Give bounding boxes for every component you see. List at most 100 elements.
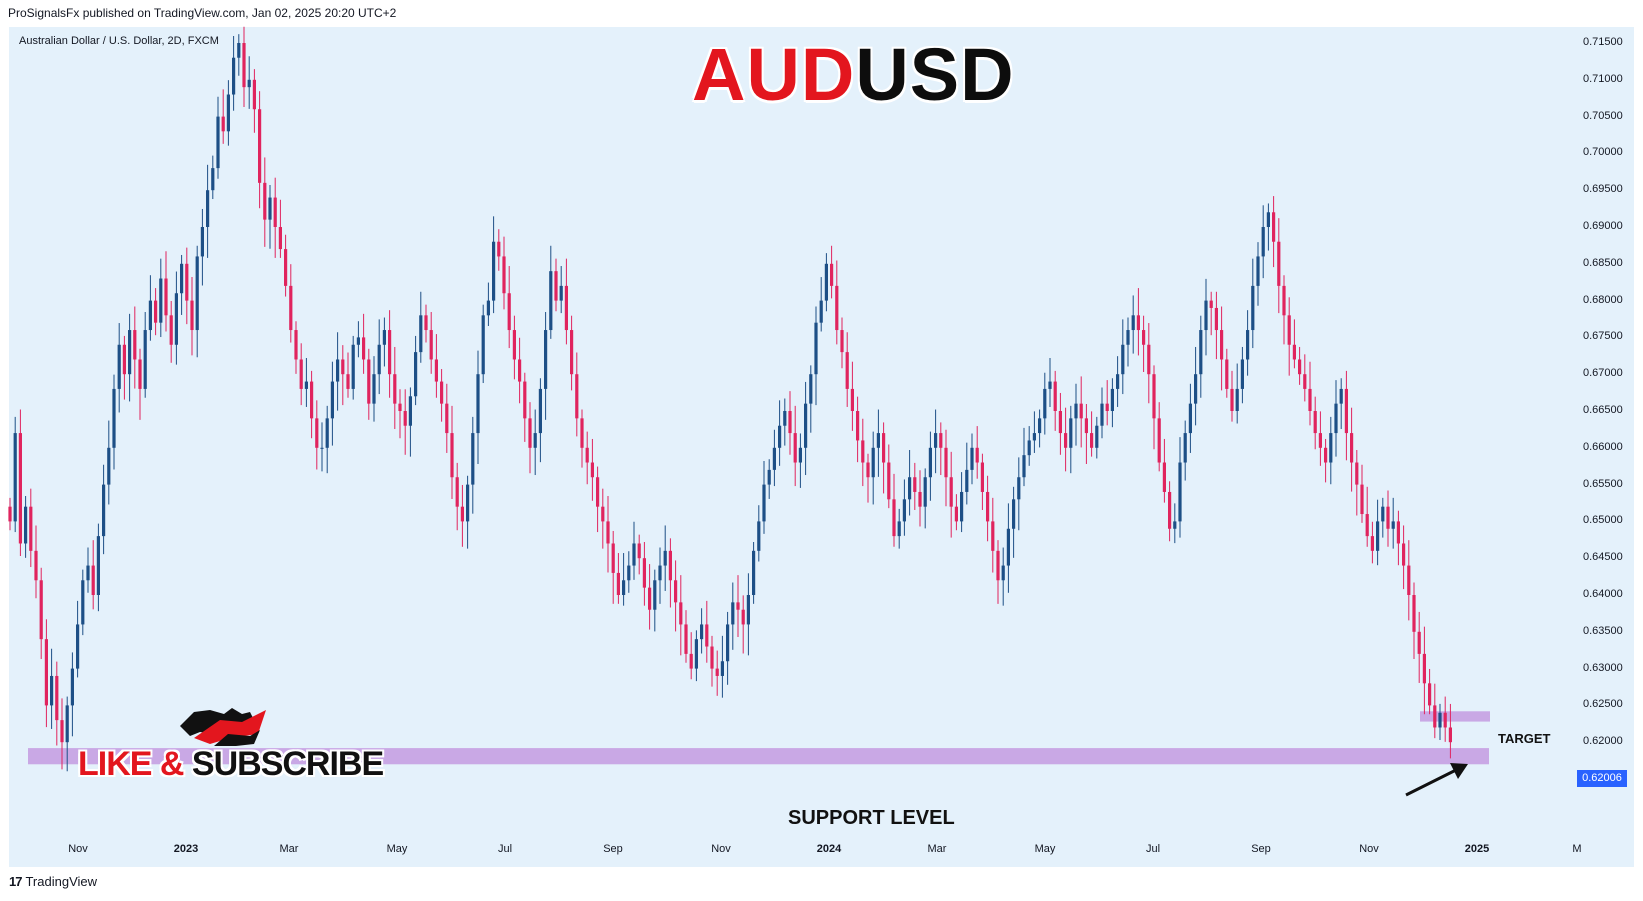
support-level-label: SUPPORT LEVEL bbox=[788, 807, 955, 829]
candle-body bbox=[720, 661, 724, 676]
title-black-part: USD bbox=[855, 33, 1015, 116]
candle-body bbox=[804, 403, 808, 448]
time-tick-label: Sep bbox=[603, 843, 623, 855]
price-tick-label: 0.71500 bbox=[1583, 36, 1623, 48]
candle-body bbox=[1396, 521, 1400, 544]
footer-brand[interactable]: 17 TradingView bbox=[9, 874, 97, 889]
candle-body bbox=[455, 477, 459, 507]
candle-body bbox=[81, 580, 85, 625]
candle-body bbox=[819, 300, 823, 323]
candle-body bbox=[232, 57, 236, 95]
symbol-label: Australian Dollar / U.S. Dollar, 2D, FXC… bbox=[19, 35, 219, 47]
candle-body bbox=[310, 381, 314, 419]
brand-name: TradingView bbox=[25, 874, 98, 889]
candle-body bbox=[928, 447, 932, 478]
candle-body bbox=[590, 462, 594, 478]
bull-bear-logo-icon bbox=[180, 708, 266, 746]
candle-body bbox=[382, 330, 386, 345]
candle-body bbox=[798, 447, 802, 463]
time-tick-label: 2023 bbox=[173, 843, 199, 855]
candle-body bbox=[1417, 631, 1421, 654]
candle-body bbox=[122, 344, 126, 375]
candle-body bbox=[325, 418, 329, 448]
candle-body bbox=[450, 433, 454, 478]
candle-body bbox=[684, 624, 688, 654]
time-tick-label: Mar bbox=[927, 843, 947, 855]
candle-body bbox=[1048, 381, 1052, 389]
candle-body bbox=[1199, 330, 1203, 375]
candle-body bbox=[700, 624, 704, 640]
candle-body bbox=[923, 477, 927, 507]
candle-body bbox=[1298, 359, 1302, 375]
candle-body bbox=[1147, 344, 1151, 375]
candle-body bbox=[44, 639, 48, 706]
candle-body bbox=[1022, 455, 1026, 478]
candle-body bbox=[1204, 300, 1208, 331]
candle-body bbox=[8, 506, 12, 522]
candle-body bbox=[185, 263, 189, 301]
candle-body bbox=[1303, 374, 1307, 389]
candle-body bbox=[876, 433, 880, 448]
price-tick-label: 0.65000 bbox=[1583, 514, 1623, 527]
candle-body bbox=[486, 300, 490, 316]
candle-body bbox=[965, 469, 969, 492]
candle-body bbox=[1209, 300, 1213, 308]
candle-body bbox=[1225, 359, 1229, 389]
candle-body bbox=[1079, 403, 1083, 419]
candle-body bbox=[902, 499, 906, 522]
candle-body bbox=[944, 447, 948, 478]
candle-body bbox=[840, 330, 844, 353]
candle-body bbox=[372, 374, 376, 404]
candle-body bbox=[559, 285, 563, 301]
candle-body bbox=[980, 462, 984, 492]
candle-body bbox=[939, 433, 943, 448]
candle-body bbox=[180, 263, 184, 294]
publisher-line: ProSignalsFx published on TradingView.co… bbox=[8, 6, 397, 20]
candle-body bbox=[164, 278, 168, 316]
subscribe-text: SUBSCRIBE bbox=[191, 745, 384, 783]
candle-body bbox=[668, 550, 672, 581]
candle-body bbox=[24, 506, 28, 544]
candle-body bbox=[18, 433, 22, 544]
candle-body bbox=[388, 330, 392, 375]
candle-body bbox=[320, 447, 324, 449]
price-tick-label: 0.67000 bbox=[1583, 367, 1623, 380]
price-tick-label: 0.65500 bbox=[1583, 477, 1623, 490]
candle-body bbox=[934, 433, 938, 448]
candle-body bbox=[96, 536, 100, 595]
candle-body bbox=[154, 300, 158, 323]
candle-body bbox=[1220, 330, 1224, 360]
candle-body bbox=[1313, 411, 1317, 434]
candle-body bbox=[294, 330, 298, 360]
candle-body bbox=[1370, 536, 1374, 551]
candle-body bbox=[741, 609, 745, 625]
candle-body bbox=[1173, 521, 1177, 529]
candle-body bbox=[341, 359, 345, 375]
candle-body bbox=[414, 352, 418, 397]
price-tick-label: 0.69500 bbox=[1583, 183, 1623, 196]
candle-body bbox=[897, 521, 901, 537]
candle-body bbox=[1116, 374, 1120, 389]
candle-body bbox=[1251, 285, 1255, 331]
price-tick-label: 0.62500 bbox=[1583, 698, 1623, 711]
candle-body bbox=[1136, 315, 1140, 331]
candle-body bbox=[1246, 330, 1250, 360]
candle-body bbox=[788, 411, 792, 434]
candle-body bbox=[1391, 521, 1395, 529]
candle-body bbox=[429, 330, 433, 360]
candle-body bbox=[1142, 330, 1146, 345]
candle-body bbox=[533, 433, 537, 448]
candle-body bbox=[564, 285, 568, 331]
candle-body bbox=[850, 388, 854, 411]
candle-body bbox=[1308, 388, 1312, 411]
candle-body bbox=[616, 572, 620, 595]
candle-body bbox=[1001, 565, 1005, 581]
chart-plot-area[interactable] bbox=[9, 27, 1634, 867]
candle-body bbox=[466, 484, 470, 522]
candle-body bbox=[975, 447, 979, 463]
candle-body bbox=[986, 491, 990, 522]
candle-body bbox=[512, 330, 516, 360]
price-tick-label: 0.63500 bbox=[1583, 624, 1623, 637]
candle-body bbox=[1381, 506, 1385, 522]
